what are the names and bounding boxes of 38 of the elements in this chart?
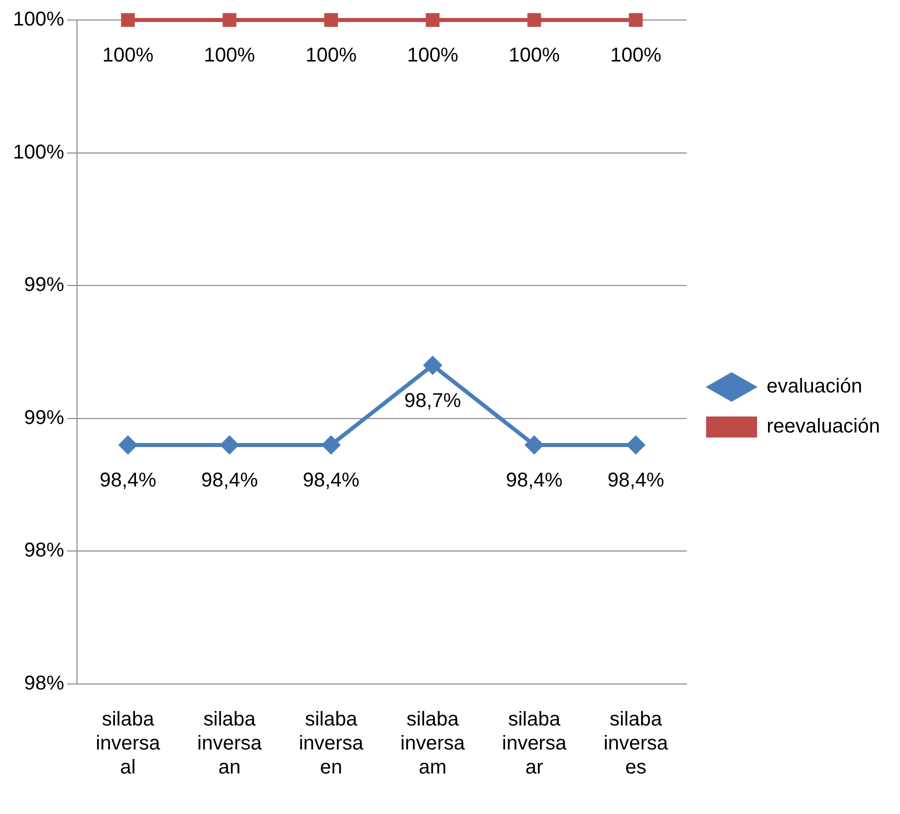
x-tick-label: silaba inversa ar <box>502 708 568 779</box>
y-tick-label: 100% <box>12 141 64 164</box>
x-tick-label: silaba inversa es <box>604 708 669 779</box>
legend-label: reevaluación <box>766 416 880 438</box>
point <box>121 13 135 27</box>
data-label: 98,4% <box>100 469 157 492</box>
legend-label: evaluación <box>766 376 862 398</box>
x-tick-label: silaba inversa am <box>400 708 466 779</box>
y-tick-label: 98% <box>24 540 64 562</box>
x-tick-label: silaba inversa an <box>197 708 263 779</box>
point <box>220 435 240 454</box>
point <box>524 435 544 454</box>
data-label: 98,4% <box>201 469 258 492</box>
point <box>626 435 646 454</box>
data-label: 100% <box>102 44 154 67</box>
data-label: 98,4% <box>506 469 563 492</box>
y-tick-label: 98% <box>24 672 64 695</box>
point <box>222 13 236 27</box>
point <box>426 13 440 27</box>
point <box>322 435 341 454</box>
data-label: 100% <box>508 44 560 67</box>
data-label: 98,4% <box>607 469 664 492</box>
data-label: 98,7% <box>404 390 462 412</box>
data-label: 98,4% <box>302 469 360 492</box>
x-tick-label: silaba inversa al <box>96 708 162 779</box>
point <box>423 356 442 375</box>
data-label: 100% <box>407 44 458 67</box>
data-label: 100% <box>306 44 357 67</box>
point <box>527 13 542 27</box>
x-tick-label: silaba inversa en <box>298 708 364 779</box>
y-tick-label: 99% <box>24 274 64 296</box>
data-label: 100% <box>610 44 662 67</box>
y-tick-label: 100% <box>12 8 64 31</box>
point <box>118 435 138 454</box>
y-tick-label: 99% <box>24 406 64 429</box>
data-label: 100% <box>204 44 256 67</box>
point <box>628 13 643 27</box>
point <box>324 13 338 27</box>
